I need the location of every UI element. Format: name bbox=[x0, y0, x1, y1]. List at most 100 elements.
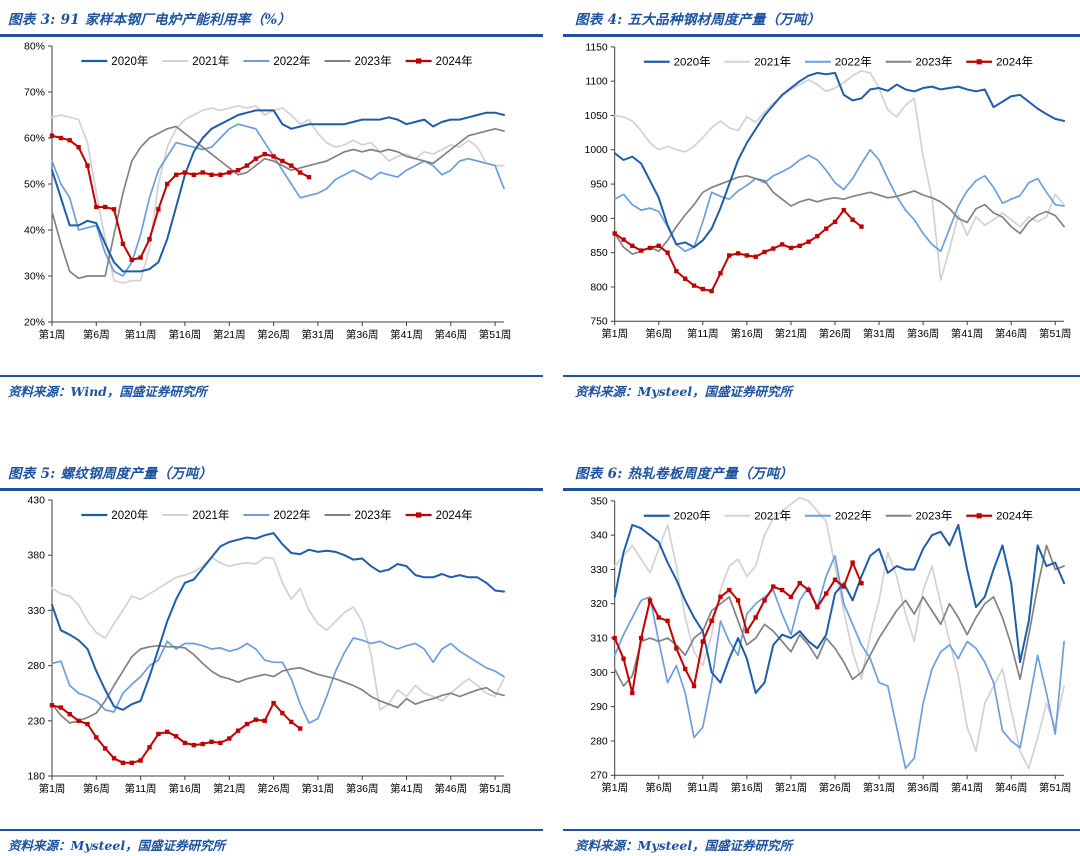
x-tick-label: 第6周 bbox=[645, 781, 672, 794]
series-marker bbox=[744, 629, 750, 634]
x-tick-label: 第16周 bbox=[169, 782, 202, 795]
title-divider bbox=[0, 488, 543, 491]
x-tick-label: 第46周 bbox=[995, 781, 1027, 794]
series-marker bbox=[612, 231, 617, 236]
series-marker bbox=[173, 172, 179, 177]
series-marker bbox=[823, 226, 829, 231]
series-marker bbox=[744, 253, 750, 258]
y-tick-label: 230 bbox=[27, 715, 45, 727]
series-marker bbox=[656, 243, 661, 248]
series-marker bbox=[49, 133, 55, 138]
figure-title: 图表 5: 螺纹钢周度产量（万吨） bbox=[8, 466, 213, 482]
series-marker bbox=[735, 251, 741, 256]
source-text: 资料来源：Wind，国盛证券研究所 bbox=[8, 384, 207, 399]
figure-source: 资料来源：Mysteel，国盛证券研究所 bbox=[0, 829, 543, 854]
y-tick-label: 290 bbox=[590, 702, 608, 713]
series-marker bbox=[218, 172, 223, 177]
series-line-2021年 bbox=[51, 556, 505, 711]
series-marker bbox=[806, 587, 811, 593]
series-marker bbox=[718, 594, 723, 600]
series-marker bbox=[138, 758, 143, 763]
series-line-2023年 bbox=[613, 544, 1065, 687]
series-marker bbox=[165, 729, 170, 734]
series-marker bbox=[700, 639, 705, 644]
series-marker bbox=[797, 243, 802, 248]
x-tick-label: 第11周 bbox=[125, 782, 157, 795]
legend-label: 2021年 bbox=[754, 509, 791, 523]
y-tick-label: 330 bbox=[590, 565, 608, 576]
y-tick-label: 310 bbox=[590, 634, 608, 645]
series-marker bbox=[841, 584, 846, 589]
x-tick-label: 第51周 bbox=[1039, 327, 1071, 340]
series-marker bbox=[209, 172, 214, 177]
series-marker bbox=[612, 635, 617, 641]
x-tick-label: 第41周 bbox=[951, 781, 983, 794]
figure-panel-3: 图表 3: 91 家样本钢厂电炉产能利用率（%） 20% 30% 40% 50% 60%… bbox=[0, 0, 543, 402]
series-marker bbox=[753, 254, 758, 259]
legend-label: 2024年 bbox=[436, 54, 473, 68]
series-marker bbox=[674, 268, 679, 274]
series-marker bbox=[841, 207, 846, 213]
x-tick-label: 第41周 bbox=[390, 328, 423, 341]
series-marker bbox=[235, 168, 241, 173]
y-tick-label: 320 bbox=[590, 599, 608, 610]
y-tick-label: 280 bbox=[27, 660, 45, 672]
legend-label: 2022年 bbox=[835, 509, 872, 523]
series-marker bbox=[630, 690, 635, 696]
series-marker bbox=[771, 584, 776, 589]
series-marker bbox=[111, 207, 117, 212]
series-line-2024年 bbox=[51, 702, 302, 764]
series-marker bbox=[182, 740, 188, 746]
y-tick-label: 950 bbox=[590, 180, 608, 191]
series-marker bbox=[832, 219, 838, 225]
series-marker bbox=[788, 594, 794, 600]
x-tick-label: 第36周 bbox=[907, 781, 939, 794]
series-line-2020年 bbox=[51, 109, 505, 273]
series-marker bbox=[630, 243, 635, 248]
series-line-2024年 bbox=[613, 209, 863, 293]
chart-electric-furnace-utilization: 20% 30% 40% 50% 60% 70% 80% 第1周 第6周 第11周 第16周 第21周第… bbox=[0, 40, 543, 357]
y-tick-label: 800 bbox=[590, 282, 608, 293]
figure-title: 图表 6: 热轧卷板周度产量（万吨） bbox=[575, 466, 794, 482]
x-tick-label: 第36周 bbox=[907, 327, 939, 340]
series-marker bbox=[727, 587, 732, 593]
x-tick-label: 第41周 bbox=[390, 782, 423, 795]
legend-label: 2022年 bbox=[835, 55, 872, 69]
series-marker bbox=[271, 700, 276, 706]
x-tick-label: 第26周 bbox=[257, 328, 290, 341]
chart-rebar-output: 180 230 280 330 380 430 第1周 第6周 第11周 第16周 第21周 第26周… bbox=[0, 494, 543, 811]
title-divider bbox=[0, 34, 543, 37]
series-marker bbox=[129, 760, 134, 765]
legend-label: 2020年 bbox=[111, 54, 148, 68]
x-tick-label: 第21周 bbox=[213, 782, 246, 795]
x-tick-label: 第51周 bbox=[1039, 781, 1071, 794]
series-marker bbox=[665, 618, 670, 624]
y-tick-label: 900 bbox=[590, 214, 608, 225]
legend-marker bbox=[976, 59, 982, 65]
x-tick-label: 第1周 bbox=[601, 327, 628, 340]
y-tick-label: 340 bbox=[590, 531, 608, 542]
series-marker bbox=[200, 170, 205, 175]
series-marker bbox=[859, 224, 864, 229]
x-tick-label: 第41周 bbox=[951, 327, 983, 340]
legend-label: 2023年 bbox=[355, 508, 392, 522]
series-marker bbox=[289, 163, 294, 168]
series-marker bbox=[709, 618, 714, 624]
line-chart: 180 230 280 330 380 430 第1周 第6周 第11周 第16周 第21周 第26周… bbox=[27, 495, 511, 796]
x-tick-label: 第26周 bbox=[819, 781, 851, 794]
series-marker bbox=[280, 710, 285, 716]
y-tick-label: 30% bbox=[24, 271, 45, 283]
series-marker bbox=[298, 170, 303, 175]
series-marker bbox=[674, 646, 679, 651]
y-tick-label: 350 bbox=[590, 496, 608, 507]
y-tick-label: 270 bbox=[590, 771, 608, 782]
series-marker bbox=[156, 207, 161, 212]
series-marker bbox=[120, 760, 126, 765]
legend-label: 2023年 bbox=[915, 55, 952, 69]
series-marker bbox=[815, 604, 820, 610]
figure-title: 图表 3: 91 家样本钢厂电炉产能利用率（%） bbox=[8, 12, 292, 28]
y-tick-label: 1150 bbox=[585, 42, 608, 53]
series-marker bbox=[165, 181, 170, 187]
series-marker bbox=[191, 742, 196, 748]
